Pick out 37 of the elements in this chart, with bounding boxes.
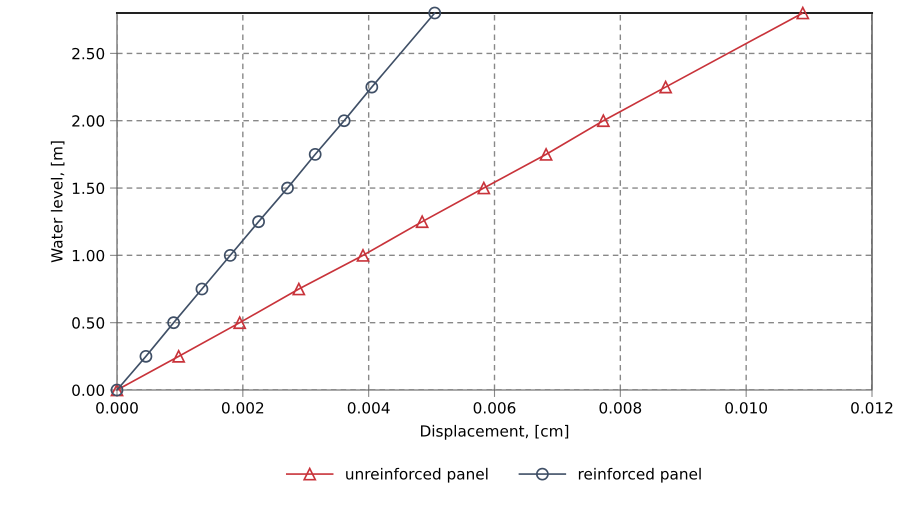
point (140, 350, 152, 363)
point (167, 316, 180, 330)
point (308, 148, 322, 161)
point (252, 215, 265, 228)
point (416, 215, 429, 228)
x-tick-label: 0.012 (851, 402, 892, 414)
x-tick-label: 0.008 (599, 402, 642, 414)
point (281, 182, 294, 194)
y-axis-title: Water level, [m] (50, 141, 64, 262)
point (224, 248, 237, 262)
x-tick-label: 0.006 (474, 402, 516, 414)
point (292, 282, 306, 296)
point (428, 6, 442, 20)
x-tick-label: 0.002 (222, 402, 264, 414)
y-tick-label: 0.00 (72, 384, 104, 396)
legend-label: unreinforced panel (346, 468, 488, 483)
y-tick-label: 2.00 (72, 115, 104, 127)
y-tick-label: 0.50 (72, 317, 104, 329)
point (356, 248, 370, 262)
point (365, 80, 378, 94)
point (172, 350, 186, 363)
legend-label: reinforced panel (578, 468, 701, 483)
y-tick-label: 1.50 (72, 182, 104, 194)
point (540, 148, 552, 161)
x-tick-label: 0.000 (96, 402, 138, 414)
point (596, 114, 610, 128)
point (659, 80, 672, 94)
x-tick-label: 0.004 (348, 402, 390, 414)
point (338, 114, 351, 128)
x-axis-title: Displacement, [cm] (421, 424, 568, 440)
y-tick-label: 1.00 (72, 250, 104, 262)
point (233, 316, 246, 330)
point (477, 182, 490, 194)
point (796, 6, 810, 20)
y-tick-label: 2.50 (72, 48, 104, 60)
point (196, 282, 208, 296)
x-tick-label: 0.010 (725, 402, 768, 414)
